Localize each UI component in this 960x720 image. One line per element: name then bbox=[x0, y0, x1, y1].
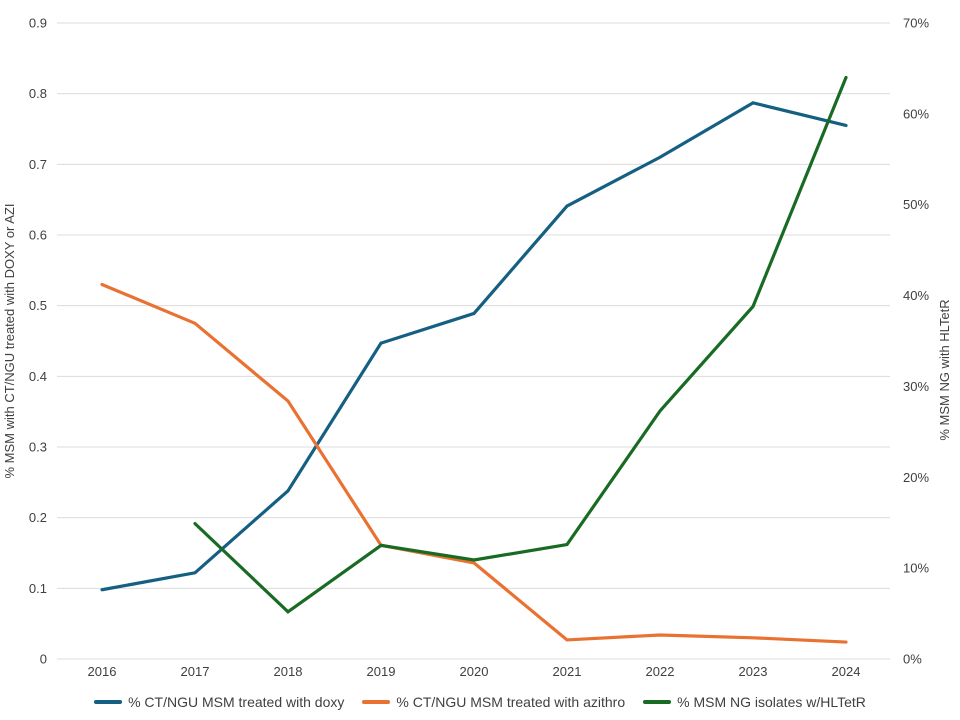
x-tick-label: 2020 bbox=[460, 664, 489, 679]
data-series-lines bbox=[100, 75, 848, 644]
right-tick-label: 70% bbox=[903, 16, 929, 31]
legend-label-doxy: % CT/NGU MSM treated with doxy bbox=[128, 694, 345, 710]
azithro-line-swatch bbox=[362, 700, 391, 704]
hltetr-line-swatch bbox=[643, 700, 672, 704]
left-tick-label: 0.4 bbox=[29, 369, 47, 384]
left-tick-label: 0.3 bbox=[29, 440, 47, 455]
x-tick-label: 2016 bbox=[88, 664, 117, 679]
right-tick-label: 30% bbox=[903, 379, 929, 394]
right-tick-label: 20% bbox=[903, 470, 929, 485]
right-axis-tick-labels: 0% 10% 20% 30% 40% 50% 60% 70% bbox=[903, 16, 929, 667]
legend-label-hltetr: % MSM NG isolates w/HLTetR bbox=[677, 694, 866, 710]
right-tick-label: 60% bbox=[903, 106, 929, 121]
x-tick-label: 2019 bbox=[367, 664, 396, 679]
right-tick-label: 10% bbox=[903, 561, 929, 576]
x-tick-label: 2024 bbox=[832, 664, 861, 679]
legend-entry-hltetr: % MSM NG isolates w/HLTetR bbox=[643, 694, 866, 710]
left-tick-label: 0.6 bbox=[29, 228, 47, 243]
series-line-0 bbox=[100, 101, 848, 592]
x-tick-label: 2021 bbox=[553, 664, 582, 679]
x-axis-tick-labels: 2016 2017 2018 2019 2020 2021 2022 2023 2024 bbox=[88, 664, 861, 679]
right-tick-label: 0% bbox=[903, 652, 922, 667]
legend-entry-doxy: % CT/NGU MSM treated with doxy bbox=[94, 694, 344, 710]
series-line-1 bbox=[100, 282, 848, 644]
line-chart: 0 0.1 0.2 0.3 0.4 0.5 0.6 0.7 0.8 0.9 0% 10% 20% 30%… bbox=[2, 16, 952, 680]
left-tick-label: 0.5 bbox=[29, 298, 47, 313]
left-tick-label: 0.8 bbox=[29, 86, 47, 101]
left-tick-label: 0.7 bbox=[29, 157, 47, 172]
doxy-line-swatch bbox=[94, 700, 123, 704]
left-tick-label: 0 bbox=[40, 652, 47, 667]
x-tick-label: 2022 bbox=[646, 664, 675, 679]
x-tick-label: 2018 bbox=[274, 664, 303, 679]
series-line-2 bbox=[193, 75, 848, 614]
left-tick-label: 0.2 bbox=[29, 510, 47, 525]
right-axis-title: % MSM NG with HLTetR bbox=[937, 299, 952, 440]
left-axis-title: % MSM with CT/NGU treated with DOXY or A… bbox=[2, 204, 17, 479]
x-tick-label: 2017 bbox=[181, 664, 210, 679]
chart-legend: % CT/NGU MSM treated with doxy % CT/NGU … bbox=[0, 684, 960, 720]
x-tick-label: 2023 bbox=[739, 664, 768, 679]
legend-entry-azithro: % CT/NGU MSM treated with azithro bbox=[362, 694, 625, 710]
right-tick-label: 40% bbox=[903, 288, 929, 303]
gridlines bbox=[57, 22, 890, 660]
left-axis-tick-labels: 0 0.1 0.2 0.3 0.4 0.5 0.6 0.7 0.8 0.9 bbox=[29, 16, 47, 667]
left-tick-label: 0.9 bbox=[29, 16, 47, 31]
legend-label-azithro: % CT/NGU MSM treated with azithro bbox=[396, 694, 626, 710]
right-tick-label: 50% bbox=[903, 197, 929, 212]
left-tick-label: 0.1 bbox=[29, 581, 47, 596]
